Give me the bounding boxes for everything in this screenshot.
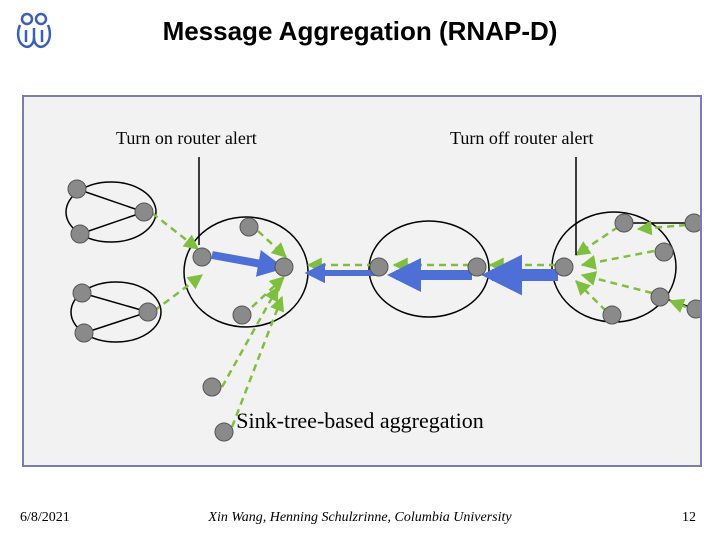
slide: Message Aggregation (RNAP-D) Turn on rou… (0, 0, 720, 540)
annotation-turn-on: Turn on router alert (116, 128, 257, 149)
annotation-turn-off: Turn off router alert (450, 128, 593, 149)
slide-title: Message Aggregation (RNAP-D) (0, 16, 720, 47)
footer-page: 12 (682, 510, 696, 526)
diagram-caption: Sink-tree-based aggregation (0, 408, 720, 434)
footer-credits: Xin Wang, Henning Schulzrinne, Columbia … (0, 510, 720, 526)
